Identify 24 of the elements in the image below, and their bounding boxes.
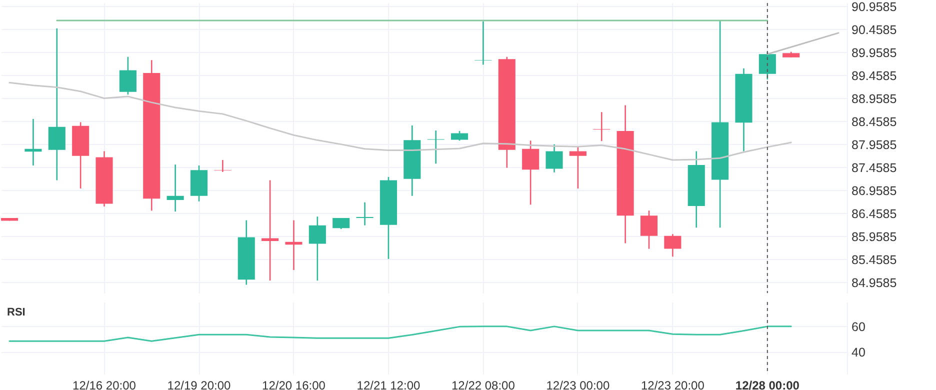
y-tick-label: 86.9585	[852, 184, 897, 198]
y-tick-label: 85.9585	[852, 230, 897, 244]
x-tick-label: 12/21 12:00	[356, 378, 420, 390]
y-tick-label: 84.9585	[852, 276, 897, 290]
y-tick-label: 88.4585	[852, 114, 897, 129]
y-tick-label: 87.4585	[852, 160, 897, 175]
y-tick-label: 90.9585	[852, 0, 897, 14]
x-tick-label: 12/20 16:00	[262, 378, 326, 390]
x-tick-label: 12/23 00:00	[546, 378, 610, 390]
x-tick-label: 12/16 20:00	[72, 378, 136, 390]
y-tick-label: 86.4585	[852, 206, 897, 221]
x-tick-label: 12/23 20:00	[640, 378, 705, 390]
x-tick-label: 12/22 08:00	[452, 378, 516, 390]
y-tick-label: 85.4585	[852, 252, 897, 267]
chart-title: RSI	[7, 306, 26, 318]
x-tick-label: 12/28 00:00	[735, 378, 800, 390]
y-tick-label: 40	[852, 346, 866, 360]
y-tick-label: 88.9585	[852, 92, 897, 106]
y-tick-label: 90.4585	[852, 22, 897, 37]
y-tick-label: 89.9585	[852, 46, 897, 60]
y-tick-label: 87.9585	[852, 138, 897, 152]
x-tick-label: 12/19 20:00	[167, 378, 232, 390]
y-tick-label: 60	[852, 320, 866, 334]
y-tick-label: 89.4585	[852, 68, 897, 83]
